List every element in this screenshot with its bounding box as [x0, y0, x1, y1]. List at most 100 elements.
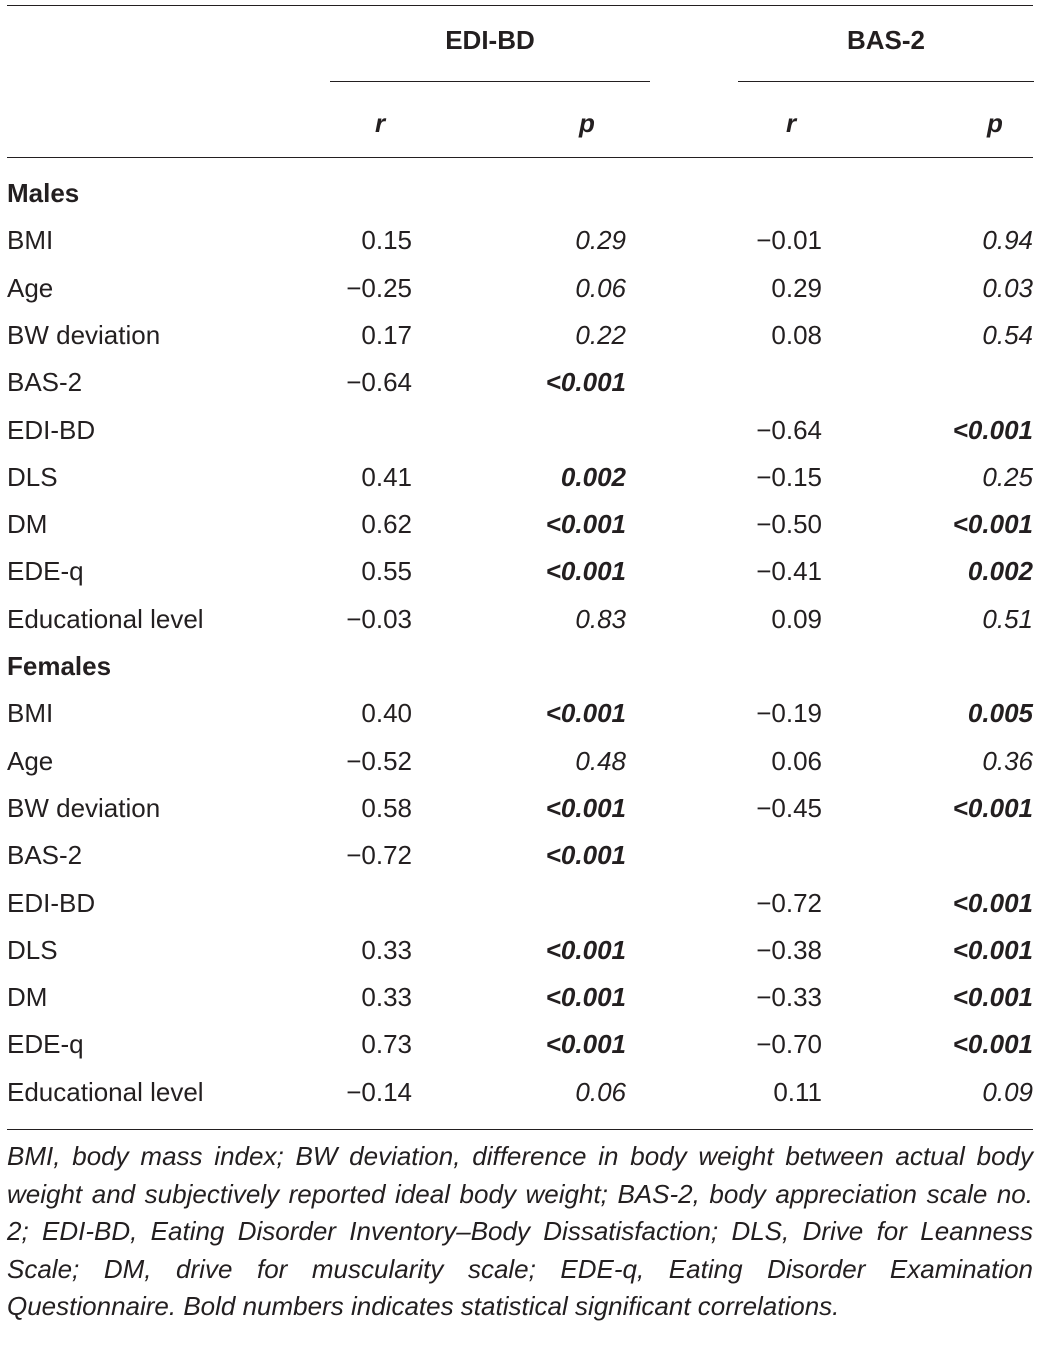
- table-row: Age −0.25 0.06 0.29 0.03: [0, 265, 1041, 312]
- section-label: Males: [7, 178, 80, 208]
- edi-bd-p-cell: <0.001: [545, 509, 626, 540]
- bas-2-r-cell: −0.70: [756, 1029, 822, 1060]
- edi-bd-p-cell: <0.001: [545, 792, 626, 823]
- bas-2-r-cell: −0.38: [756, 934, 822, 965]
- table-row: BAS-2 −0.64 <0.001: [0, 359, 1041, 406]
- bas-2-p-cell: 0.36: [982, 745, 1033, 776]
- edi-bd-p-cell: <0.001: [545, 367, 626, 398]
- bas-2-p-cell: 0.54: [982, 319, 1033, 350]
- bas-2-p-cell: 0.94: [982, 225, 1033, 256]
- edi-bd-p-cell: <0.001: [545, 556, 626, 587]
- table-row: EDI-BD −0.72 <0.001: [0, 880, 1041, 927]
- bas-2-p-cell: 0.03: [982, 272, 1033, 303]
- table-row: BW deviation 0.17 0.22 0.08 0.54: [0, 312, 1041, 359]
- section-header-row: Females: [0, 643, 1041, 690]
- bas-2-p-cell: 0.51: [982, 603, 1033, 634]
- bas-2-p-cell: [880, 359, 1033, 406]
- edi-bd-p-cell: 0.002: [560, 461, 626, 492]
- edi-bd-r-cell: [300, 407, 412, 454]
- subheader-bas-p: p: [987, 108, 1003, 138]
- row-label: EDI-BD: [7, 887, 96, 918]
- bas-2-p-cell: <0.001: [952, 982, 1033, 1013]
- table-row: EDE-q 0.55 <0.001 −0.41 0.002: [0, 548, 1041, 595]
- edi-bd-r-cell: 0.40: [361, 698, 412, 729]
- subheader-edi-p: p: [579, 108, 595, 138]
- bas-2-r-cell: [712, 832, 822, 879]
- bas-2-r-cell: 0.06: [771, 745, 822, 776]
- bas-2-r-cell: −0.15: [756, 461, 822, 492]
- edi-bd-group-rule: [330, 81, 650, 82]
- bas-2-r-cell: 0.08: [771, 319, 822, 350]
- edi-bd-r-cell: 0.41: [361, 461, 412, 492]
- edi-bd-p-cell: <0.001: [545, 934, 626, 965]
- table-row: DLS 0.33 <0.001 −0.38 <0.001: [0, 927, 1041, 974]
- row-label: Educational level: [7, 1076, 204, 1107]
- edi-bd-p-cell: 0.06: [575, 1076, 626, 1107]
- bas-2-p-cell: <0.001: [952, 509, 1033, 540]
- subheader-edi-r: r: [374, 108, 386, 138]
- row-label: DLS: [7, 934, 58, 965]
- edi-bd-r-cell: −0.25: [346, 272, 412, 303]
- row-label: BMI: [7, 698, 54, 729]
- table-row: BMI 0.40 <0.001 −0.19 0.005: [0, 690, 1041, 737]
- bas-2-p-cell: <0.001: [952, 934, 1033, 965]
- bas-2-p-cell: <0.001: [952, 1029, 1033, 1060]
- row-label: BAS-2: [7, 367, 83, 398]
- table-row: BAS-2 −0.72 <0.001: [0, 832, 1041, 879]
- bas-2-r-cell: −0.41: [756, 556, 822, 587]
- edi-bd-p-cell: <0.001: [545, 982, 626, 1013]
- bottom-rule: [7, 1129, 1033, 1130]
- edi-bd-r-cell: −0.72: [346, 840, 412, 871]
- edi-bd-p-cell: [500, 880, 626, 927]
- bas-2-r-cell: −0.33: [756, 982, 822, 1013]
- header-group-bas-2: BAS-2: [846, 25, 925, 55]
- bas-2-r-cell: −0.45: [756, 792, 822, 823]
- edi-bd-r-cell: −0.03: [346, 603, 412, 634]
- table-row: DM 0.33 <0.001 −0.33 <0.001: [0, 974, 1041, 1021]
- edi-bd-r-cell: 0.62: [361, 509, 412, 540]
- bas-2-p-cell: 0.25: [982, 461, 1033, 492]
- edi-bd-p-cell: 0.29: [575, 225, 626, 256]
- bas-2-p-cell: [880, 832, 1033, 879]
- table-row: DLS 0.41 0.002 −0.15 0.25: [0, 454, 1041, 501]
- bas-2-r-cell: −0.01: [756, 225, 822, 256]
- table-row: EDI-BD −0.64 <0.001: [0, 407, 1041, 454]
- edi-bd-p-cell: <0.001: [545, 840, 626, 871]
- table-footnote: BMI, body mass index; BW deviation, diff…: [7, 1141, 1033, 1321]
- bas-2-group-rule: [738, 81, 1034, 82]
- table-row: DM 0.62 <0.001 −0.50 <0.001: [0, 501, 1041, 548]
- edi-bd-r-cell: 0.15: [361, 225, 412, 256]
- bas-2-p-cell: <0.001: [952, 792, 1033, 823]
- row-label: BW deviation: [7, 319, 161, 350]
- row-label: DLS: [7, 461, 58, 492]
- edi-bd-r-cell: 0.17: [361, 319, 412, 350]
- edi-bd-p-cell: 0.83: [575, 603, 626, 634]
- row-label: Educational level: [7, 603, 204, 634]
- header-bottom-rule: [7, 157, 1033, 158]
- section-header-row: Males: [0, 170, 1041, 217]
- edi-bd-p-cell: <0.001: [545, 1029, 626, 1060]
- row-label: BAS-2: [7, 840, 83, 871]
- edi-bd-r-cell: −0.14: [346, 1076, 412, 1107]
- row-label: EDE-q: [7, 1029, 84, 1060]
- edi-bd-p-cell: 0.48: [575, 745, 626, 776]
- edi-bd-r-cell: −0.64: [346, 367, 412, 398]
- bas-2-r-cell: 0.29: [771, 272, 822, 303]
- edi-bd-r-cell: 0.33: [361, 934, 412, 965]
- edi-bd-p-cell: <0.001: [545, 698, 626, 729]
- row-label: Age: [7, 272, 54, 303]
- edi-bd-p-cell: 0.22: [575, 319, 626, 350]
- edi-bd-r-cell: 0.58: [361, 792, 412, 823]
- bas-2-p-cell: <0.001: [952, 414, 1033, 445]
- row-label: BW deviation: [7, 792, 161, 823]
- table-row: Age −0.52 0.48 0.06 0.36: [0, 738, 1041, 785]
- table-row: EDE-q 0.73 <0.001 −0.70 <0.001: [0, 1021, 1041, 1068]
- edi-bd-r-cell: 0.73: [361, 1029, 412, 1060]
- bas-2-p-cell: 0.09: [982, 1076, 1033, 1107]
- section-label: Females: [7, 651, 112, 681]
- edi-bd-p-cell: 0.06: [575, 272, 626, 303]
- bas-2-p-cell: 0.005: [967, 698, 1033, 729]
- bas-2-r-cell: 0.09: [771, 603, 822, 634]
- edi-bd-r-cell: 0.55: [361, 556, 412, 587]
- table-row: BW deviation 0.58 <0.001 −0.45 <0.001: [0, 785, 1041, 832]
